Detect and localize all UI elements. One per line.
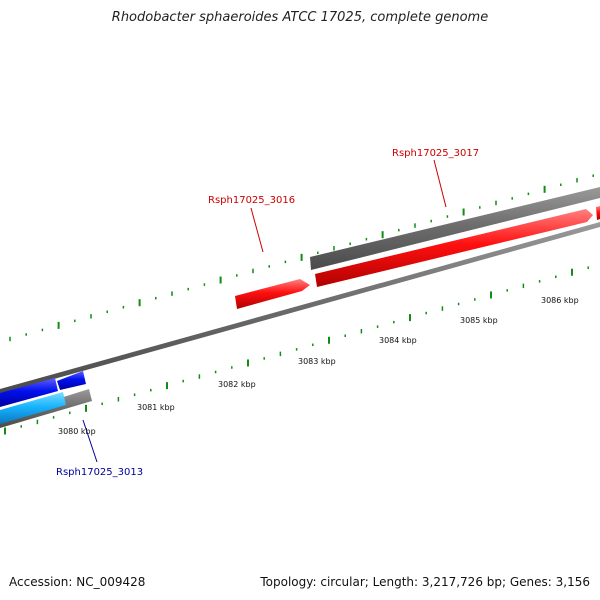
scale-label-3083: 3083 kbp [298,357,336,366]
sequence-backbone [0,222,600,394]
cds-rsph17025-3013[interactable] [0,392,66,424]
gene-bar-upper [310,187,600,270]
scale-label-3085: 3085 kbp [460,316,498,325]
cds-reverse-upper[interactable] [0,378,58,407]
scale-label-3081: 3081 kbp [137,403,175,412]
scale-label-3082: 3082 kbp [218,380,256,389]
scale-label-3080: 3080 kbp [58,427,96,436]
scale-label-3084: 3084 kbp [379,336,417,345]
callout-line-3017 [433,159,447,208]
cds-rsph17025-3016[interactable] [235,279,310,309]
map-title: Rhodobacter sphaeroides ATCC 17025, comp… [111,10,489,25]
accession-text: Accession: NC_009428 [9,575,146,589]
gene-label-3017[interactable]: Rsph17025_3017 [392,148,479,159]
cds-rsph17025-3017[interactable] [315,209,593,287]
cds-reverse-small[interactable] [57,371,86,390]
cds-forward-edge[interactable] [596,206,600,220]
inner-tick-row [4,266,589,435]
scale-label-3086: 3086 kbp [541,296,579,305]
callout-line-3016 [250,207,264,253]
genome-summary-text: Topology: circular; Length: 3,217,726 bp… [260,575,590,589]
gene-label-3013[interactable]: Rsph17025_3013 [56,467,143,478]
callout-line-3013 [82,419,98,463]
outer-tick-row [9,174,594,342]
gene-label-3016[interactable]: Rsph17025_3016 [208,195,295,206]
